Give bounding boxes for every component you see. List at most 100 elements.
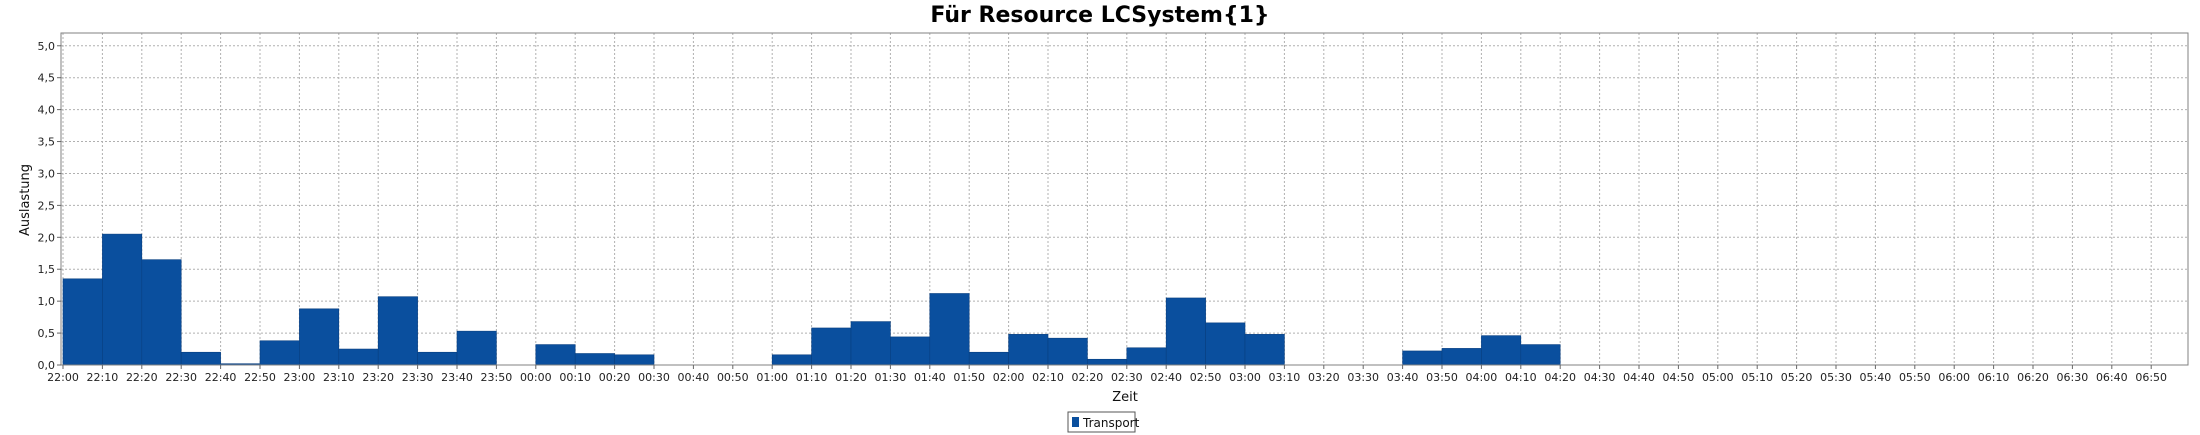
y-tick-label: 2,5 xyxy=(38,199,56,212)
x-tick-label: 06:10 xyxy=(1978,371,2010,384)
y-axis-label: Auslastung xyxy=(18,164,33,236)
x-tick-label: 06:00 xyxy=(1938,371,1970,384)
y-tick-label: 1,5 xyxy=(38,263,56,276)
chart-title: Für Resource LCSystem{1} xyxy=(930,3,1269,28)
x-tick-label: 23:10 xyxy=(323,371,355,384)
bar xyxy=(1126,347,1167,366)
legend-swatch xyxy=(1072,417,1079,427)
bar xyxy=(1481,335,1522,366)
bar xyxy=(614,354,655,366)
bar xyxy=(180,351,221,366)
x-axis-ticks: 22:00 22:10 22:20 22:30 22:40 22:50 23:00 23:10… xyxy=(47,365,2167,384)
x-tick-label: 00:20 xyxy=(599,371,631,384)
bar xyxy=(771,354,812,366)
x-tick-label: 04:40 xyxy=(1623,371,1655,384)
bar xyxy=(1087,358,1128,366)
y-axis-ticks: 0,0 0,5 1,0 1,5 2,0 2,5 3,0 3,5 4,0 4,5 5,0 xyxy=(38,40,61,372)
bar xyxy=(574,353,615,366)
x-tick-label: 01:50 xyxy=(953,371,985,384)
bar xyxy=(850,321,891,366)
x-tick-label: 00:40 xyxy=(678,371,710,384)
x-tick-label: 01:00 xyxy=(756,371,788,384)
bar xyxy=(1165,297,1206,366)
x-tick-label: 05:10 xyxy=(1741,371,1773,384)
x-tick-label: 02:30 xyxy=(1111,371,1143,384)
x-tick-label: 02:00 xyxy=(993,371,1025,384)
legend: Transport xyxy=(1067,411,1140,433)
bar xyxy=(456,330,497,366)
bar xyxy=(535,344,576,366)
bars xyxy=(62,233,1561,366)
x-tick-label: 00:50 xyxy=(717,371,749,384)
bar xyxy=(1047,337,1088,366)
y-tick-label: 5,0 xyxy=(38,40,56,53)
x-tick-label: 06:50 xyxy=(2135,371,2167,384)
x-tick-label: 05:20 xyxy=(1781,371,1813,384)
bar xyxy=(299,308,340,366)
x-tick-label: 04:00 xyxy=(1466,371,1498,384)
x-tick-label: 00:10 xyxy=(559,371,591,384)
y-tick-label: 0,5 xyxy=(38,327,56,340)
x-tick-label: 22:20 xyxy=(126,371,158,384)
bar xyxy=(1205,322,1246,366)
x-tick-label: 03:30 xyxy=(1347,371,1379,384)
bar xyxy=(102,233,143,366)
x-tick-label: 23:00 xyxy=(284,371,316,384)
x-tick-label: 06:40 xyxy=(2096,371,2128,384)
bar xyxy=(1008,334,1049,366)
x-tick-label: 23:20 xyxy=(362,371,394,384)
x-tick-label: 03:20 xyxy=(1308,371,1340,384)
bar xyxy=(811,327,852,366)
bar xyxy=(62,278,103,366)
x-tick-label: 05:50 xyxy=(1899,371,1931,384)
bar xyxy=(890,336,931,366)
bar xyxy=(929,293,970,366)
y-tick-label: 0,0 xyxy=(38,359,56,372)
plot-area-border xyxy=(60,32,2189,366)
x-tick-label: 06:20 xyxy=(2017,371,2049,384)
y-tick-label: 4,5 xyxy=(38,72,56,85)
bar xyxy=(968,351,1009,366)
bar xyxy=(1520,344,1561,366)
bar xyxy=(338,348,379,366)
x-tick-label: 23:50 xyxy=(481,371,513,384)
x-tick-label: 04:50 xyxy=(1663,371,1695,384)
x-tick-label: 05:30 xyxy=(1820,371,1852,384)
x-tick-label: 04:10 xyxy=(1505,371,1537,384)
bar xyxy=(1441,348,1482,366)
y-tick-label: 3,0 xyxy=(38,167,56,180)
x-tick-label: 22:00 xyxy=(47,371,79,384)
x-tick-label: 06:30 xyxy=(2057,371,2089,384)
x-tick-label: 04:20 xyxy=(1544,371,1576,384)
x-tick-label: 02:10 xyxy=(1032,371,1064,384)
x-tick-label: 23:30 xyxy=(402,371,434,384)
bar xyxy=(1244,334,1285,366)
x-tick-label: 23:40 xyxy=(441,371,473,384)
x-tick-label: 04:30 xyxy=(1584,371,1616,384)
legend-box xyxy=(1067,411,1136,433)
x-tick-label: 22:30 xyxy=(165,371,197,384)
x-tick-label: 02:40 xyxy=(1150,371,1182,384)
bar xyxy=(377,296,418,366)
x-tick-label: 03:40 xyxy=(1387,371,1419,384)
x-tick-label: 01:20 xyxy=(835,371,867,384)
x-tick-label: 05:40 xyxy=(1860,371,1892,384)
x-tick-label: 00:30 xyxy=(638,371,670,384)
x-tick-label: 03:10 xyxy=(1269,371,1301,384)
y-tick-label: 2,0 xyxy=(38,231,56,244)
x-tick-label: 00:00 xyxy=(520,371,552,384)
bar xyxy=(417,351,458,366)
x-tick-label: 02:50 xyxy=(1190,371,1222,384)
x-tick-label: 01:40 xyxy=(914,371,946,384)
bar xyxy=(1402,350,1443,366)
x-tick-label: 22:50 xyxy=(244,371,276,384)
x-tick-label: 01:10 xyxy=(796,371,828,384)
x-tick-label: 22:40 xyxy=(205,371,237,384)
x-axis-label: Zeit xyxy=(1112,390,1138,405)
bar xyxy=(259,340,300,366)
x-tick-label: 03:50 xyxy=(1426,371,1458,384)
y-tick-label: 1,0 xyxy=(38,295,56,308)
x-tick-label: 05:00 xyxy=(1702,371,1734,384)
y-tick-label: 4,0 xyxy=(38,104,56,117)
